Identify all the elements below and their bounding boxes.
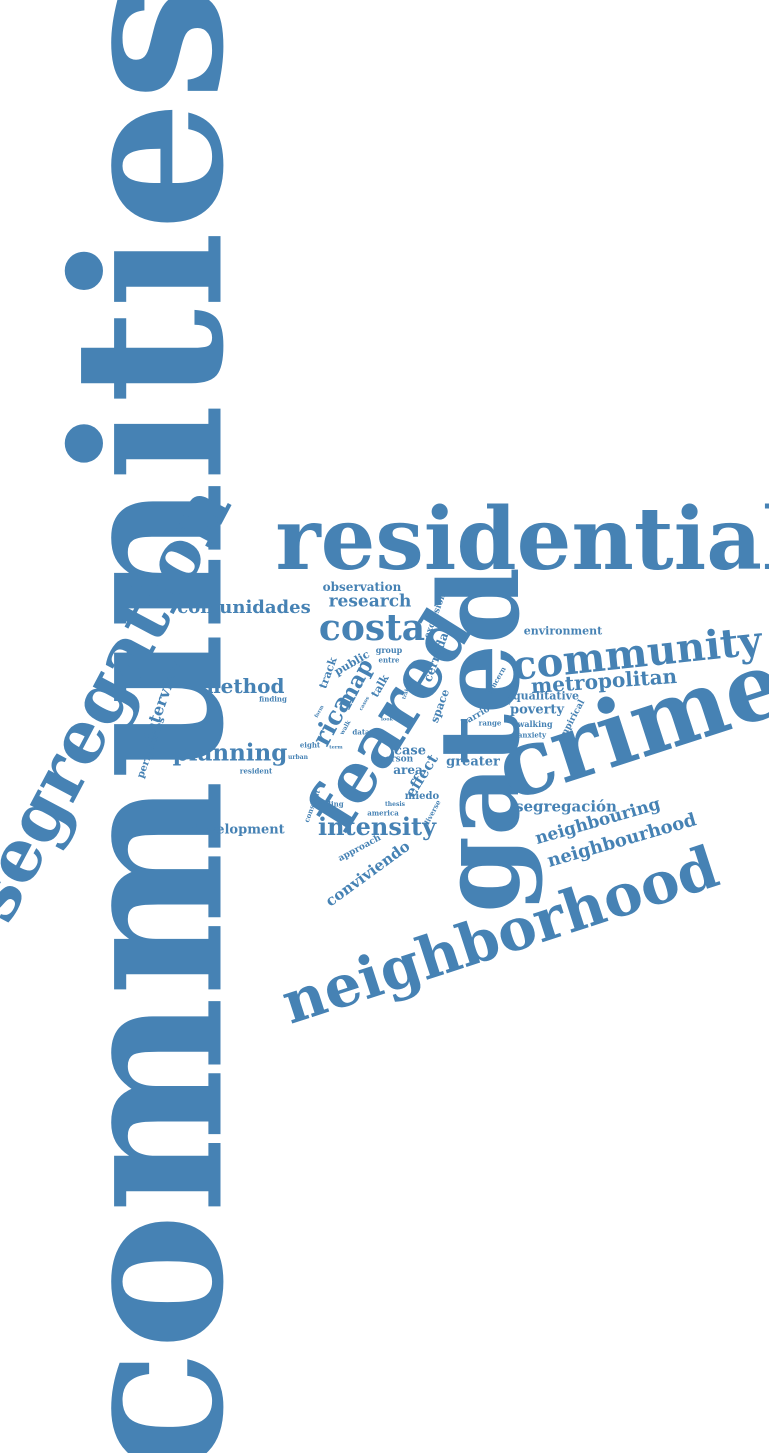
word-28: case [394,743,426,759]
word-43: urban [288,754,308,761]
word-15: observation [322,580,402,594]
word-13: comunidades [177,597,311,618]
word-29: area [393,763,423,777]
word-61: look [380,716,394,723]
word-53: miedo [404,791,440,802]
word-46: person [378,754,414,765]
word-37: group [375,645,403,655]
word-8: costa [318,607,426,649]
word-25: qualitative [512,689,580,703]
word-55: america [367,808,399,818]
word-27: greater [446,754,500,770]
word-51: range [478,718,502,728]
word-26: poverty [510,702,564,718]
word-12: method [199,674,285,698]
word-14: research [328,591,412,612]
word-18: segregación [515,797,617,816]
word-38: entre [378,655,400,665]
word-41: finding [259,694,287,704]
word-64: term [329,744,343,751]
word-54: feeling [316,799,344,809]
word-19: development [191,822,285,838]
word-24: environment [523,624,603,638]
word-45: data [352,727,370,737]
word-50: walking [517,719,553,729]
word-11: planning [172,739,288,767]
word-52: anxiety [517,730,547,740]
word-56: thesis [385,801,405,808]
word-1: residential [275,489,769,590]
word-10: intensity [317,812,437,841]
word-44: resident [239,766,273,776]
word-42: eight [299,740,321,750]
